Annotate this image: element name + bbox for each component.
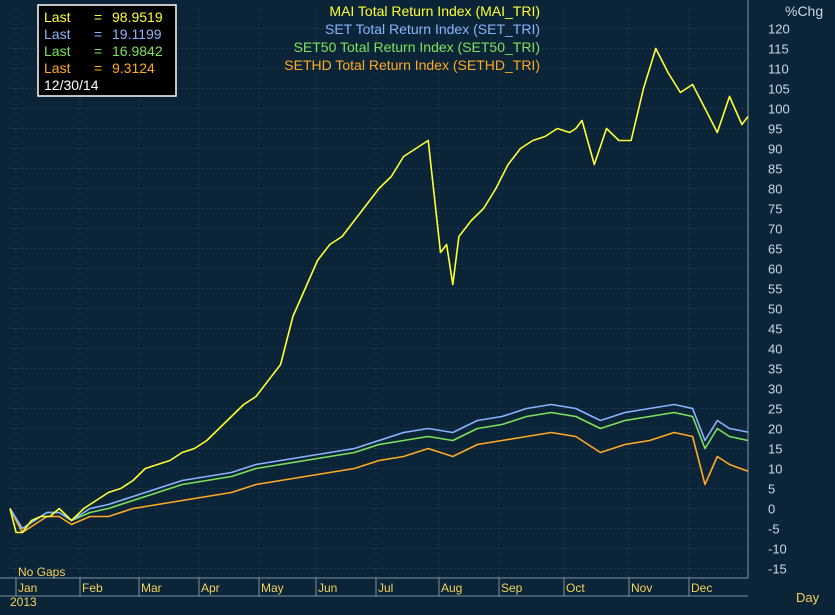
x-tick-label: Oct xyxy=(566,581,585,595)
last-equals: = xyxy=(94,60,102,76)
y-tick-label: 50 xyxy=(768,302,782,317)
y-tick-label: 80 xyxy=(768,182,782,197)
x-tick-label: Jun xyxy=(318,581,337,595)
series-layer xyxy=(9,47,749,534)
legend-entry: SET Total Return Index (SET_TRI) xyxy=(325,21,540,37)
y-tick-label: 100 xyxy=(768,102,790,117)
y-tick-label: -15 xyxy=(768,562,787,577)
y-tick-label: 0 xyxy=(768,502,775,517)
y-tick-label: 10 xyxy=(768,462,782,477)
y-tick-label: 70 xyxy=(768,222,782,237)
last-label: Last xyxy=(44,43,71,59)
x-tick-label: Aug xyxy=(441,581,462,595)
year-label: 2013 xyxy=(10,595,37,609)
x-axis: Jan Feb Mar Apr May Jun Jul Aug Sep Oct Nov Dec xyxy=(0,578,748,597)
y-tick-label: -10 xyxy=(768,542,787,557)
last-label: Last xyxy=(44,9,71,25)
y-tick-label: 115 xyxy=(768,42,789,57)
last-equals: = xyxy=(94,43,102,59)
x-tick-label: Dec xyxy=(691,581,712,595)
x-tick-label: Apr xyxy=(201,581,220,595)
last-value: 19.1199 xyxy=(112,26,162,42)
y-tick-label: 30 xyxy=(768,382,782,397)
legend-entry: SET50 Total Return Index (SET50_TRI) xyxy=(294,39,540,55)
last-value: 16.9842 xyxy=(112,43,163,59)
y-tick-label: -5 xyxy=(768,522,780,537)
y-tick-label: 15 xyxy=(768,442,782,457)
y-tick-label: 45 xyxy=(768,322,782,337)
y-tick-label: 35 xyxy=(768,362,782,377)
x-tick-label: Jul xyxy=(378,581,393,595)
last-label: Last xyxy=(44,26,71,42)
last-value: 98.9519 xyxy=(112,9,163,25)
period-label: Day xyxy=(796,590,820,605)
x-tick-label: Sep xyxy=(501,581,523,595)
last-equals: = xyxy=(94,26,102,42)
y-tick-label: 65 xyxy=(768,242,782,257)
last-label: Last xyxy=(44,60,71,76)
y-tick-label: 105 xyxy=(768,82,790,97)
y-tick-label: 85 xyxy=(768,162,782,177)
y-tick-label: 40 xyxy=(768,342,782,357)
x-tick-label: Mar xyxy=(141,581,162,595)
grid-layer xyxy=(0,0,749,579)
series-line-2 xyxy=(9,411,749,530)
x-tick-label: Nov xyxy=(631,581,652,595)
x-tick-label: May xyxy=(261,581,284,595)
y-tick-label: 90 xyxy=(768,142,782,157)
no-gaps-label: No Gaps xyxy=(18,565,65,579)
series-line-3 xyxy=(9,431,749,534)
series-line-0 xyxy=(9,47,749,534)
y-tick-label: 75 xyxy=(768,202,782,217)
legend-entry: MAI Total Return Index (MAI_TRI) xyxy=(329,3,540,19)
legend: MAI Total Return Index (MAI_TRI) SET Tota… xyxy=(284,3,540,73)
y-tick-label: 120 xyxy=(768,22,790,37)
x-tick-label: Jan xyxy=(18,581,37,595)
y-tick-label: 25 xyxy=(768,402,782,417)
last-date: 12/30/14 xyxy=(44,77,99,93)
y-tick-label: 60 xyxy=(768,262,782,277)
y-tick-label: 110 xyxy=(768,62,789,77)
x-tick-label: Feb xyxy=(82,581,103,595)
last-values-box-frame xyxy=(37,4,177,97)
y-tick-label: 5 xyxy=(768,482,775,497)
y-tick-label: 55 xyxy=(768,282,782,297)
last-values-box: Last = 98.9519 Last = 19.1199 Last = 16.9842 Last… xyxy=(37,4,177,97)
legend-entry: SETHD Total Return Index (SETHD_TRI) xyxy=(284,57,540,73)
last-equals: = xyxy=(94,9,102,25)
series-line-1 xyxy=(9,403,749,530)
y-axis-unit: %Chg xyxy=(785,3,823,19)
y-tick-label: 95 xyxy=(768,122,782,137)
last-value: 9.3124 xyxy=(112,60,155,76)
y-tick-label: 20 xyxy=(768,422,782,437)
y-axis: -15 -10 -5 0 5 10 15 20 25 30 35 40 45 50 55 60 65 70 75 80… xyxy=(768,22,790,577)
